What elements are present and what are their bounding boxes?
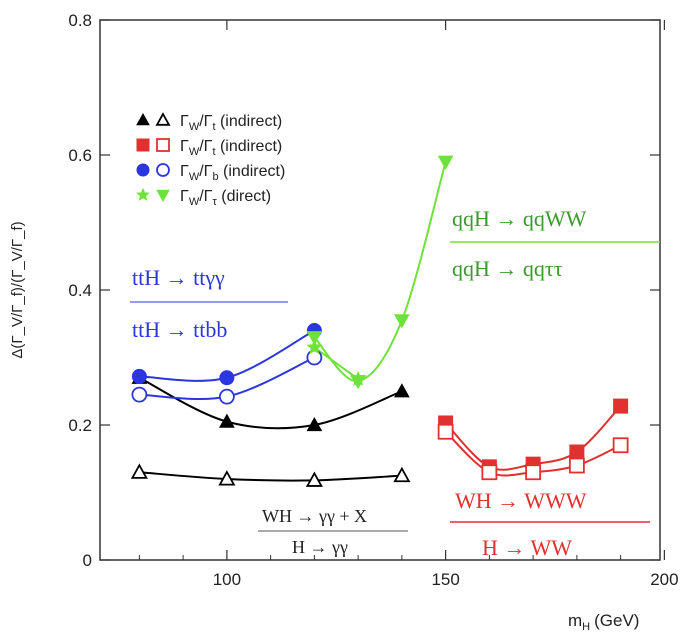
data-point-filled-triangle <box>136 112 150 126</box>
data-point-open-square <box>481 464 498 481</box>
svg-text:Δ(Γ_V/Γ_f)/(Γ_V/Γ_f): Δ(Γ_V/Γ_f)/(Γ_V/Γ_f) <box>9 221 26 358</box>
data-point-filled-triangle <box>394 383 410 398</box>
annotation-qqh: qqH → qqWW qqH → qqττ <box>450 206 660 281</box>
data-point-filled-triangle-down <box>394 314 410 329</box>
annotation-qqh-numerator: qqH → qqWW <box>452 206 587 231</box>
data-point-open-square <box>568 457 585 474</box>
data-point-filled-triangle-down <box>156 189 170 203</box>
x-axis-label: mH (GeV) <box>568 611 639 633</box>
series-line-1 <box>139 471 402 482</box>
series-line-4 <box>313 161 447 383</box>
svg-text:mH(GeV): mH (GeV) <box>568 611 639 633</box>
y-tick-label: 0.4 <box>68 281 92 300</box>
annotation-tth-denominator: ttH → ttbb <box>132 317 227 342</box>
data-point-open-circle <box>131 386 148 403</box>
data-point-filled-star <box>350 370 367 386</box>
x-tick-label: 150 <box>431 570 459 589</box>
annotation-wh-denominator: H → γγ <box>292 537 348 557</box>
annotation-tth-numerator: ttH → ttγγ <box>132 265 225 290</box>
data-point-open-circle <box>218 388 235 405</box>
data-point-filled-square <box>569 444 585 460</box>
axis-ticks: 0 0.2 0.4 0.6 0.8 100 150 200 <box>68 11 678 589</box>
data-point-filled-triangle-down <box>437 155 454 170</box>
x-tick-label: 200 <box>650 570 678 589</box>
data-point-filled-circle <box>136 163 150 177</box>
annotation-hww-denominator: H → WW <box>482 535 572 560</box>
data-point-open-square <box>437 423 454 440</box>
y-axis-label: Δ(Γ_V/Γ_f)/(Γ_V/Γ_f) <box>9 221 26 358</box>
legend-label: ΓW/Γt (indirect) <box>180 113 282 133</box>
legend-label: ΓW/Γτ (direct) <box>180 188 271 208</box>
data-point-open-triangle <box>305 471 323 487</box>
data-point-filled-circle <box>219 370 235 386</box>
legend-label: ΓW/Γt (indirect) <box>180 138 282 158</box>
data-point-open-circle <box>156 163 170 177</box>
series-line-5 <box>313 346 359 380</box>
data-point-open-triangle <box>218 470 236 486</box>
y-tick-label: 0.6 <box>68 146 92 165</box>
y-tick-label: 0.2 <box>68 416 92 435</box>
data-point-filled-triangle <box>219 413 235 428</box>
data-point-filled-square <box>613 398 629 414</box>
data-point-filled-triangle <box>306 416 323 432</box>
series-markers <box>130 155 629 487</box>
annotation-qqh-denominator: qqH → qqττ <box>452 256 563 281</box>
data-point-open-square <box>525 464 542 481</box>
data-point-open-circle <box>306 349 323 366</box>
annotation-wh: WH → γγ + X H → γγ <box>258 506 408 557</box>
annotation-wh-numerator: WH → γγ + X <box>262 506 367 526</box>
annotation-hww-numerator: WH → WWW <box>455 488 587 513</box>
data-point-open-triangle <box>155 112 171 126</box>
data-point-filled-square <box>136 138 150 152</box>
y-tick-label: 0 <box>83 551 92 570</box>
legend-label: ΓW/Γb (indirect) <box>180 163 285 183</box>
plot-frame <box>99 19 661 561</box>
data-point-open-square <box>156 138 170 152</box>
data-point-open-square <box>612 437 629 454</box>
annotation-tth: ttH → ttγγ ttH → ttbb <box>130 265 288 342</box>
annotation-hww: WH → WWW H → WW <box>450 488 650 560</box>
data-point-filled-circle <box>131 368 147 384</box>
data-point-filled-star <box>136 187 150 201</box>
data-point-filled-triangle-down <box>306 331 323 346</box>
legend: ΓW/Γt (indirect) ΓW/Γt (indirect) ΓW/Γb (i… <box>136 112 285 208</box>
data-point-open-triangle <box>393 466 411 483</box>
y-tick-label: 0.8 <box>68 11 92 30</box>
series-line-0 <box>138 376 403 430</box>
data-point-filled-star <box>306 339 323 355</box>
data-point-open-triangle <box>130 463 148 479</box>
x-tick-label: 100 <box>213 570 241 589</box>
